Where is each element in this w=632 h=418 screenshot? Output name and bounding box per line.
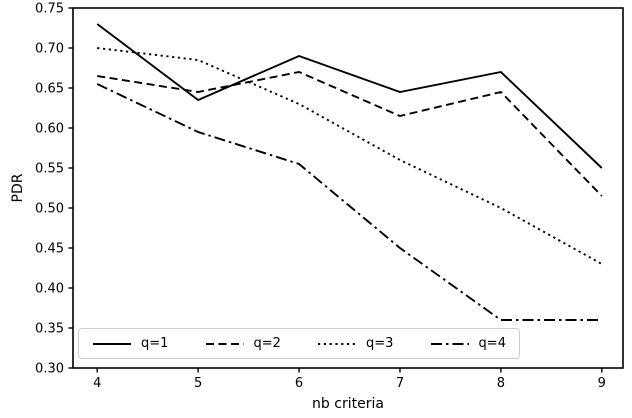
y-tick-label: 0.50 xyxy=(35,202,64,217)
series-line-q1 xyxy=(96,23,603,169)
plot-border xyxy=(72,7,624,369)
x-tick-label: 6 xyxy=(295,376,303,391)
y-tick-label: 0.65 xyxy=(35,82,64,97)
legend-label: q=1 xyxy=(141,336,169,351)
x-tick-label: 9 xyxy=(598,376,606,391)
legend-label: q=2 xyxy=(253,336,281,351)
legend-label: q=4 xyxy=(478,336,506,351)
legend-line-sample-dotted xyxy=(318,342,357,345)
y-tick-label: 0.55 xyxy=(35,162,64,177)
x-axis-label: nb criteria xyxy=(312,396,384,412)
y-tick-label: 0.45 xyxy=(35,242,64,257)
x-tick-label: 4 xyxy=(93,376,101,391)
legend-line-sample-dashdot xyxy=(430,342,469,345)
y-tick-label: 0.75 xyxy=(35,2,64,17)
legend-label: q=3 xyxy=(366,336,394,351)
legend-line-sample-solid xyxy=(93,342,131,345)
legend-line-sample-dashed xyxy=(205,342,244,345)
x-tick-label: 7 xyxy=(396,376,404,391)
y-tick-label: 0.60 xyxy=(35,122,64,137)
y-tick-label: 0.70 xyxy=(35,42,64,57)
legend-item-q2: q=2 xyxy=(205,337,281,351)
legend-item-q4: q=4 xyxy=(430,337,506,351)
y-tick-label: 0.30 xyxy=(35,362,64,377)
legend-item-q1: q=1 xyxy=(92,337,168,351)
y-tick-label: 0.35 xyxy=(35,322,64,337)
series-line-q2 xyxy=(97,71,603,197)
x-tick-label: 5 xyxy=(194,376,202,391)
y-tick-label: 0.40 xyxy=(35,282,64,297)
legend: q=1 q=2 q=3 q=4 xyxy=(78,328,520,359)
series-line-q4 xyxy=(96,83,602,321)
legend-item-q3: q=3 xyxy=(317,337,393,351)
y-axis-label: PDR xyxy=(10,173,26,203)
x-tick-label: 8 xyxy=(497,376,505,391)
